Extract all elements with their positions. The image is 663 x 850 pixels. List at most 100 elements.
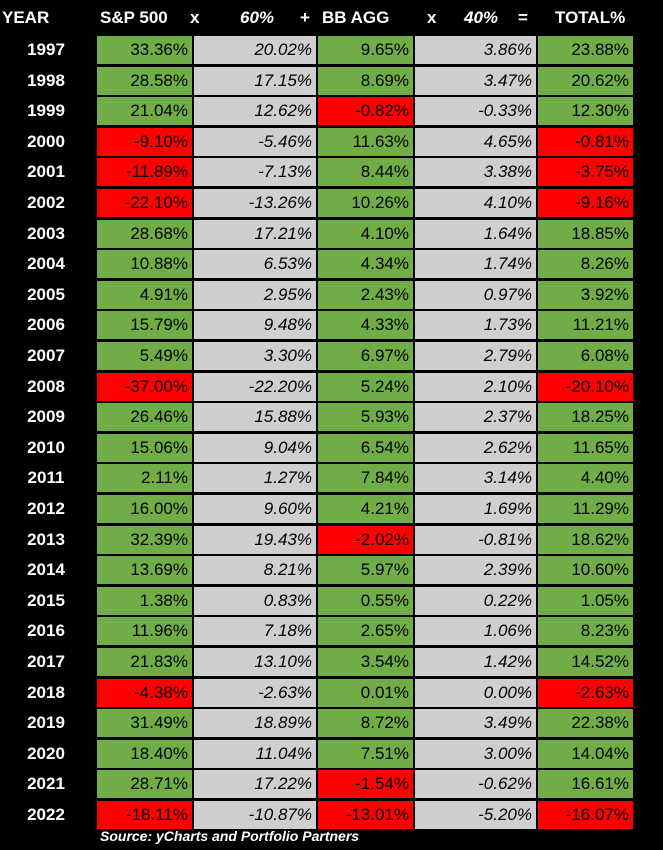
cell-bb40: 3.49% — [415, 709, 536, 738]
cell-total: -16.07% — [538, 801, 633, 829]
cell-sp60: -22.20% — [194, 372, 316, 401]
row-year: 2007 — [27, 346, 65, 365]
cell-bb40: 1.06% — [415, 617, 536, 646]
cell-bb40: 1.69% — [415, 495, 536, 523]
cell-bb40: 1.73% — [415, 311, 536, 340]
row-year: 2006 — [27, 315, 65, 335]
cell-sp500: 13.69% — [97, 556, 192, 585]
row-year: 2014 — [27, 560, 65, 580]
cell-sp60: 19.43% — [194, 525, 316, 554]
cell-bb40: -0.81% — [415, 525, 536, 554]
cell-bb40: 4.65% — [415, 127, 536, 156]
cell-bbagg: -0.82% — [318, 97, 413, 126]
cell-sp60: 7.18% — [194, 617, 316, 646]
cell-bb40: 0.00% — [415, 678, 536, 707]
cell-sp500: 16.00% — [97, 495, 192, 523]
cell-bb40: 0.97% — [415, 280, 536, 309]
cell-total: 18.25% — [538, 403, 633, 432]
cell-total: 12.30% — [538, 97, 633, 126]
cell-bbagg: 6.54% — [318, 433, 413, 462]
row-year: 2020 — [27, 743, 65, 763]
cell-bbagg: 8.72% — [318, 709, 413, 738]
cell-total: 14.52% — [538, 648, 633, 676]
cell-sp500: 32.39% — [97, 525, 192, 554]
row-year: 1998 — [27, 70, 65, 90]
row-year: 1999 — [27, 101, 65, 121]
row-year: 2013 — [27, 529, 65, 549]
cell-bb40: 1.64% — [415, 219, 536, 248]
header-year: YEAR — [2, 8, 50, 27]
row-year: 2005 — [27, 284, 65, 304]
cell-sp60: 17.21% — [194, 219, 316, 248]
row-year: 2011 — [27, 468, 65, 488]
row-year: 2015 — [27, 590, 65, 610]
row-year: 2018 — [27, 682, 65, 702]
cell-bb40: 0.22% — [415, 586, 536, 615]
cell-sp500: 11.96% — [97, 617, 192, 646]
cell-bb40: 3.00% — [415, 739, 536, 768]
cell-sp60: 17.15% — [194, 66, 316, 95]
cell-sp60: 3.30% — [194, 342, 316, 370]
cell-bb40: 2.10% — [415, 372, 536, 401]
cell-bbagg: 3.54% — [318, 648, 413, 676]
cell-sp60: 6.53% — [194, 250, 316, 279]
cell-bbagg: 5.24% — [318, 372, 413, 401]
cell-total: 6.08% — [538, 342, 633, 370]
row-year: 2021 — [27, 774, 65, 794]
row-year: 2004 — [27, 254, 65, 274]
cell-sp60: 15.88% — [194, 403, 316, 432]
row-year: 2017 — [27, 652, 65, 671]
cell-sp500: -4.38% — [97, 678, 192, 707]
header-weight-40: 40% — [464, 8, 499, 27]
cell-sp60: 20.02% — [194, 36, 316, 64]
cell-sp60: 18.89% — [194, 709, 316, 738]
cell-sp500: 33.36% — [97, 36, 192, 64]
row-year: 2000 — [27, 131, 65, 151]
cell-sp500: -9.10% — [97, 127, 192, 156]
cell-total: 11.65% — [538, 433, 633, 462]
cell-bbagg: 4.33% — [318, 311, 413, 340]
cell-sp60: -10.87% — [194, 801, 316, 829]
cell-bbagg: -1.54% — [318, 770, 413, 799]
cell-bb40: 1.74% — [415, 250, 536, 279]
cell-total: -20.10% — [538, 372, 633, 401]
cell-sp500: 21.04% — [97, 97, 192, 126]
cell-sp500: -11.89% — [97, 158, 192, 187]
row-year: 2001 — [27, 162, 65, 182]
cell-sp60: 1.27% — [194, 464, 316, 493]
header-times-2: x — [427, 8, 437, 27]
cell-sp500: 18.40% — [97, 739, 192, 768]
cell-sp60: -2.63% — [194, 678, 316, 707]
row-year: 2016 — [27, 621, 65, 641]
cell-bbagg: -2.02% — [318, 525, 413, 554]
cell-bbagg: 2.43% — [318, 280, 413, 309]
cell-bbagg: 7.51% — [318, 739, 413, 768]
cell-sp500: 21.83% — [97, 648, 192, 676]
cell-bb40: -0.33% — [415, 97, 536, 126]
cell-sp500: 1.38% — [97, 586, 192, 615]
cell-sp500: 15.79% — [97, 311, 192, 340]
cell-sp500: 10.88% — [97, 250, 192, 279]
cell-sp60: 9.48% — [194, 311, 316, 340]
cell-sp60: 13.10% — [194, 648, 316, 676]
cell-sp60: 8.21% — [194, 556, 316, 585]
cell-total: -2.63% — [538, 678, 633, 707]
cell-total: 11.29% — [538, 495, 633, 523]
row-year: 1997 — [27, 40, 65, 59]
cell-bb40: 2.37% — [415, 403, 536, 432]
cell-bbagg: 5.93% — [318, 403, 413, 432]
cell-bb40: 3.14% — [415, 464, 536, 493]
source-note: Source: yCharts and Portfolio Partners — [100, 828, 360, 844]
cell-bbagg: 8.69% — [318, 66, 413, 95]
cell-bb40: 1.42% — [415, 648, 536, 676]
cell-sp500: 5.49% — [97, 342, 192, 370]
cell-total: 10.60% — [538, 556, 633, 585]
cell-total: 16.61% — [538, 770, 633, 799]
cell-total: 18.62% — [538, 525, 633, 554]
cell-sp60: -7.13% — [194, 158, 316, 187]
header-weight-60: 60% — [240, 8, 275, 27]
row-year: 2010 — [27, 437, 65, 457]
cell-total: 1.05% — [538, 586, 633, 615]
cell-total: 14.04% — [538, 739, 633, 768]
cell-total: 18.85% — [538, 219, 633, 248]
